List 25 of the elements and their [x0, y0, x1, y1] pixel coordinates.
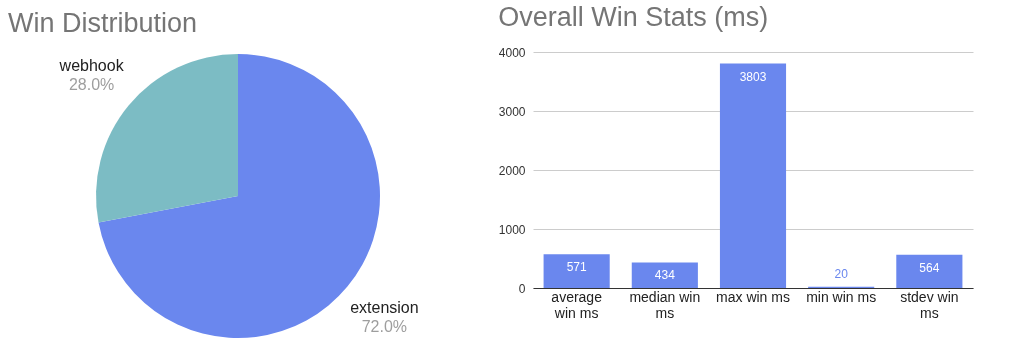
y-tick-label: 1000	[498, 222, 526, 237]
y-tick-label: 4000	[498, 45, 526, 60]
x-tick-label: average win ms	[551, 288, 603, 321]
bar	[719, 63, 787, 288]
x-tick-label: min win ms	[806, 288, 877, 305]
data-label: 28.0%	[68, 75, 115, 93]
y-tick-label: 3000	[498, 104, 526, 119]
bar	[631, 262, 698, 288]
data-label: 571	[566, 260, 587, 275]
chart-title: Win Distribution	[8, 8, 198, 38]
data-label: 72.0%	[361, 318, 408, 336]
y-tick-label: 0	[518, 281, 526, 296]
data-label: 3803	[739, 69, 767, 84]
slice-label: webhook	[58, 56, 125, 74]
slice-label: extension	[350, 299, 419, 317]
x-tick-label: median win ms	[629, 288, 701, 321]
bar	[896, 254, 963, 288]
y-tick-label: 2000	[498, 163, 526, 178]
chart-title: Overall Win Stats (ms)	[498, 2, 769, 32]
data-label: 564	[919, 260, 940, 275]
x-tick-label: max win ms	[716, 288, 790, 305]
data-label: 434	[654, 268, 676, 283]
data-label: 20	[834, 266, 849, 281]
bar	[543, 254, 610, 288]
x-tick-label: stdev win ms	[900, 288, 959, 321]
